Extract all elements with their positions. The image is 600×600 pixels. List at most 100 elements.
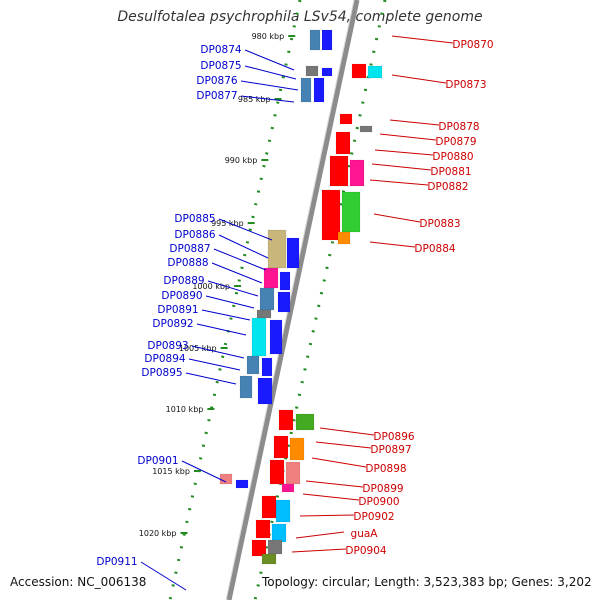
gene-feature-39 [275, 499, 291, 523]
gene-feature-10 [259, 287, 275, 311]
genome-backbone [226, 0, 360, 600]
right-gene-label-2: DP0878 [438, 121, 479, 133]
scale-label-3: 995 kbp [211, 219, 244, 228]
gene-feature-35 [269, 459, 285, 485]
gene-feature-33 [273, 435, 289, 459]
left-gene-connector-12 [191, 345, 245, 359]
gene-feature-6 [267, 229, 287, 269]
scale-label-5: 1005 kbp [179, 344, 217, 353]
right-gene-connector-14 [299, 514, 355, 517]
gene-feature-16 [261, 357, 273, 377]
right-gene-label-4: DP0880 [432, 151, 473, 163]
right-gene-label-9: DP0896 [373, 431, 414, 443]
right-gene-label-8: DP0884 [414, 243, 455, 255]
right-gene-connector-10 [315, 441, 372, 449]
accession-text: Accession: NC_006138 [10, 575, 147, 589]
scale-label-7: 1015 kbp [152, 467, 190, 476]
right-gene-label-1: DP0873 [445, 79, 486, 91]
left-gene-connector-14 [185, 372, 237, 385]
left-gene-label-7: DP0888 [167, 257, 208, 269]
gene-feature-1 [321, 29, 333, 51]
left-gene-label-10: DP0891 [157, 304, 198, 316]
right-gene-connector-13 [302, 493, 360, 501]
gene-feature-36 [285, 461, 301, 485]
left-gene-label-8: DP0889 [163, 275, 204, 287]
gene-feature-44 [261, 553, 277, 565]
left-gene-connector-4 [218, 218, 273, 241]
gene-feature-37 [281, 483, 295, 493]
right-gene-label-16: DP0904 [345, 545, 386, 557]
gene-feature-38 [261, 495, 277, 519]
gene-feature-20 [235, 479, 249, 489]
right-gene-label-0: DP0870 [452, 39, 493, 51]
gene-feature-28 [321, 189, 341, 241]
left-gene-label-15: DP0901 [137, 455, 178, 467]
left-gene-connector-7 [211, 262, 263, 284]
right-gene-label-13: DP0900 [358, 496, 399, 508]
left-gene-connector-1 [244, 65, 297, 80]
right-gene-label-14: DP0902 [353, 511, 394, 523]
gene-feature-13 [251, 317, 267, 357]
scale-label-8: 1020 kbp [139, 529, 177, 538]
left-gene-label-11: DP0892 [152, 318, 193, 330]
gene-feature-24 [359, 125, 373, 133]
gene-feature-41 [271, 523, 287, 543]
gene-feature-11 [277, 291, 291, 313]
left-gene-connector-13 [188, 358, 241, 371]
gene-feature-2 [305, 65, 319, 77]
gene-feature-8 [263, 267, 279, 289]
left-gene-label-12: DP0893 [147, 340, 188, 352]
gene-feature-7 [286, 237, 300, 269]
gene-feature-3 [321, 67, 333, 77]
right-gene-connector-0 [391, 35, 454, 44]
left-gene-label-14: DP0895 [141, 367, 182, 379]
genome-backbone-highlight [225, 0, 355, 600]
scale-label-2: 990 kbp [225, 156, 258, 165]
gene-feature-23 [339, 113, 353, 125]
right-gene-connector-8 [369, 241, 416, 248]
gene-feature-4 [300, 77, 312, 103]
gene-feature-26 [329, 155, 349, 187]
left-gene-label-9: DP0890 [161, 290, 202, 302]
genome-summary-text: Topology: circular; Length: 3,523,383 bp… [262, 575, 592, 589]
right-gene-label-7: DP0883 [419, 218, 460, 230]
gene-feature-29 [341, 191, 361, 233]
gene-feature-34 [289, 437, 305, 461]
gene-feature-9 [279, 271, 291, 291]
scale-label-4: 1000 kbp [192, 282, 230, 291]
left-gene-connector-9 [205, 295, 255, 309]
left-gene-connector-16 [140, 561, 187, 591]
gene-feature-5 [313, 77, 325, 103]
map-title: Desulfotalea psychrophila LSv54, complet… [117, 9, 483, 25]
left-gene-connector-6 [213, 248, 267, 271]
scale-label-1: 985 kbp [238, 95, 271, 104]
left-gene-label-0: DP0874 [200, 44, 241, 56]
right-gene-connector-7 [373, 213, 421, 223]
left-gene-connector-8 [207, 280, 259, 297]
gene-feature-31 [278, 409, 294, 431]
right-gene-label-15: guaA [351, 528, 379, 540]
left-gene-label-4: DP0885 [174, 213, 215, 225]
left-gene-label-3: DP0877 [196, 90, 237, 102]
gene-feature-32 [295, 413, 315, 431]
gene-feature-27 [349, 159, 365, 187]
left-gene-connector-0 [244, 49, 295, 71]
left-gene-label-13: DP0894 [144, 353, 185, 365]
right-gene-label-6: DP0882 [427, 181, 468, 193]
gene-feature-30 [337, 231, 351, 245]
right-gene-connector-12 [305, 480, 364, 488]
gene-feature-17 [239, 375, 253, 399]
gene-feature-12 [256, 309, 272, 319]
right-gene-connector-11 [311, 457, 367, 468]
right-gene-label-11: DP0898 [365, 463, 406, 475]
right-gene-connector-4 [374, 149, 434, 156]
right-gene-connector-6 [369, 179, 429, 186]
left-gene-connector-11 [196, 323, 247, 336]
right-gene-label-5: DP0881 [430, 166, 471, 178]
right-gene-connector-3 [379, 133, 437, 141]
left-gene-connector-5 [218, 234, 269, 259]
left-gene-label-1: DP0875 [200, 60, 241, 72]
right-gene-connector-2 [389, 119, 440, 126]
gene-feature-14 [269, 319, 283, 355]
